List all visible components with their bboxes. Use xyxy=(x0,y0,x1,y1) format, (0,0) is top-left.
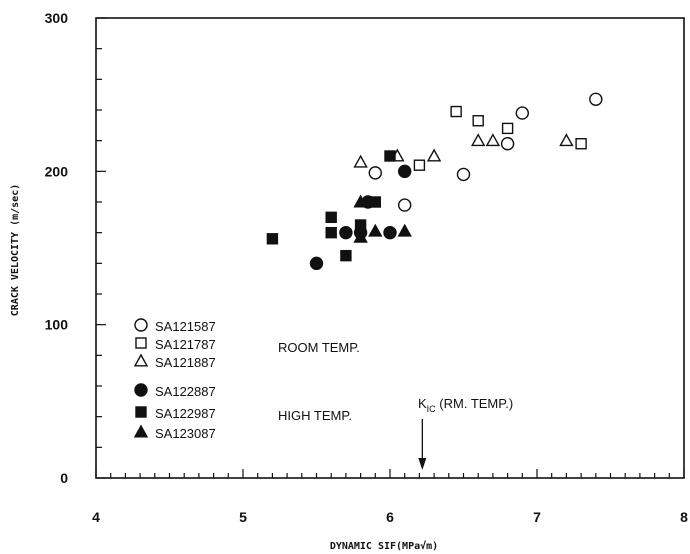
x-tick-label: 7 xyxy=(533,509,541,525)
data-point xyxy=(472,115,484,127)
data-point xyxy=(485,133,501,147)
data-point xyxy=(368,166,382,180)
data-point xyxy=(456,167,471,182)
data-point xyxy=(325,226,337,239)
x-axis-ticks: 4 5 6 7 8 xyxy=(92,469,688,525)
x-tick-label: 6 xyxy=(386,509,394,525)
legend-group-label: HIGH TEMP. xyxy=(278,408,352,423)
data-point xyxy=(369,196,381,208)
legend: SA121587 SA121787 SA121887 SA122887 SA122987… xyxy=(133,318,360,441)
data-point xyxy=(471,133,486,147)
legend-marker xyxy=(133,353,149,367)
y-axis-ticks: 0 100 200 300 xyxy=(45,10,106,486)
x-tick-label: 5 xyxy=(239,509,247,525)
x-axis-title: DYNAMIC SIF(MPa√m) xyxy=(330,540,438,552)
kic-arrow-head xyxy=(418,458,427,470)
data-point xyxy=(368,223,383,237)
y-axis-title: CRACK VELOCITY (m/sec) xyxy=(10,184,21,316)
y-tick-label: 100 xyxy=(45,317,69,333)
data-point xyxy=(325,211,337,224)
data-points xyxy=(266,92,603,271)
legend-group-label: ROOM TEMP. xyxy=(278,340,360,355)
kic-annotation: KIC (RM. TEMP.) xyxy=(418,396,513,470)
data-point xyxy=(397,223,412,237)
data-point xyxy=(501,122,514,135)
legend-label: SA122887 xyxy=(155,384,216,399)
kic-label: KIC (RM. TEMP.) xyxy=(418,396,513,414)
data-point xyxy=(354,219,367,231)
x-tick-label: 4 xyxy=(92,509,100,525)
legend-marker xyxy=(134,383,148,397)
series-SA121887 xyxy=(353,133,574,168)
legend-marker xyxy=(135,406,147,418)
data-point xyxy=(515,106,529,120)
data-point xyxy=(266,233,279,245)
data-point xyxy=(383,225,397,240)
data-point xyxy=(353,229,368,243)
data-point xyxy=(575,138,587,150)
legend-label: SA122987 xyxy=(155,406,216,421)
data-point xyxy=(309,256,324,271)
data-point xyxy=(384,150,396,162)
data-point xyxy=(559,133,574,147)
data-point xyxy=(413,159,426,171)
legend-marker xyxy=(133,424,149,438)
legend-label: SA121887 xyxy=(155,355,216,370)
data-point xyxy=(398,198,412,212)
data-point xyxy=(340,249,352,262)
legend-marker xyxy=(135,337,147,349)
y-tick-label: 200 xyxy=(45,163,69,179)
legend-marker xyxy=(134,318,148,332)
data-point xyxy=(353,194,368,208)
y-tick-label: 0 xyxy=(60,470,68,486)
legend-label: SA121787 xyxy=(155,337,216,352)
data-point xyxy=(589,92,603,106)
x-tick-label: 8 xyxy=(680,509,688,525)
data-point xyxy=(339,225,353,240)
y-tick-label: 300 xyxy=(45,10,69,26)
legend-label: SA123087 xyxy=(155,426,216,441)
data-point xyxy=(398,164,412,179)
series-SA121587 xyxy=(368,92,603,212)
series-SA123087 xyxy=(353,194,412,243)
legend-label: SA121587 xyxy=(155,319,216,334)
data-point xyxy=(353,154,368,168)
series-SA121787 xyxy=(413,105,587,171)
data-point xyxy=(426,148,442,162)
data-point xyxy=(450,105,462,118)
data-point xyxy=(500,137,515,151)
